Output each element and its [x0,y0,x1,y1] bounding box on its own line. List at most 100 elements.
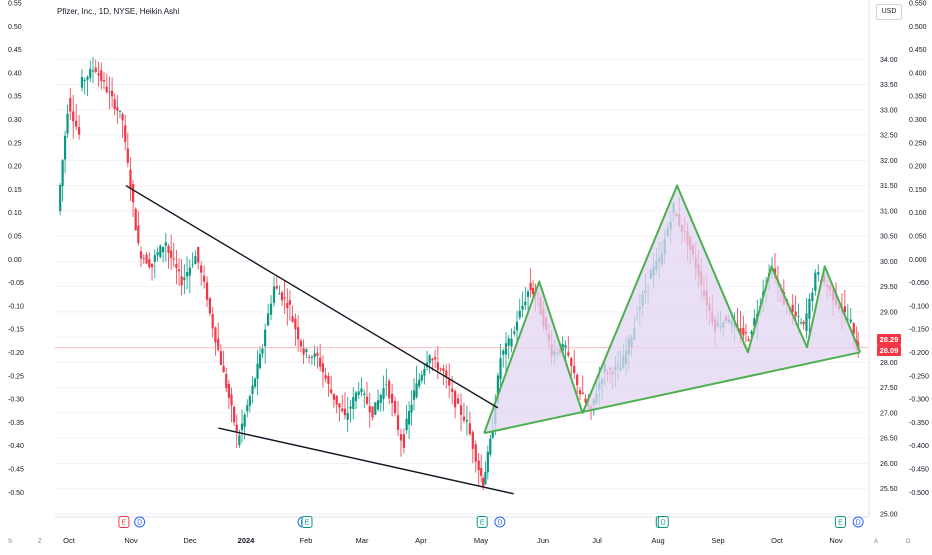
right-axis-tick: 29.50 [880,284,898,291]
x-axis-label: May [474,536,488,545]
corner-label-z[interactable]: Z [38,539,42,545]
candle-body [811,292,814,301]
candle-body [191,264,194,266]
candle-body [374,402,377,415]
candle-body [197,247,200,263]
left-axis-tick: 0.25 [8,140,22,147]
candle-body [116,107,119,111]
axes: 0.55 0.50 0.45 0.40 0.35 0.30 0.25 0.20 0.15 0.10… [8,0,929,545]
candle-body [739,328,742,335]
left-axis-tick: 0.00 [8,257,22,264]
candles [59,56,860,491]
candle-body [352,397,355,409]
candle-body [407,411,411,425]
candle-body [148,259,151,268]
pattern-base-line [483,351,861,435]
right-axis-tick: 30.00 [880,259,898,266]
far-right-axis-tick: -0.050 [909,280,929,287]
candle-body [817,271,820,275]
candle-body [83,80,86,82]
candle-body [153,255,156,262]
left-axis-tick: 0.20 [8,164,22,171]
candle-body [142,258,145,260]
far-right-axis-tick: 0.250 [909,140,927,147]
marker-letter: D [497,520,502,527]
candle-body [402,434,406,448]
candle-body [456,398,460,404]
right-axis-tick: 34.00 [880,57,898,64]
candle-body [507,338,510,346]
x-axis-label: Nov [829,536,843,545]
candle-body [324,375,327,379]
left-axis-tick: -0.15 [8,327,24,334]
candle-body [108,91,111,93]
candle-body [310,356,313,358]
candle-body [211,314,214,329]
candle-body [797,316,800,318]
candle-body [513,331,516,334]
currency-button[interactable]: USD [876,4,902,20]
candle-body [445,370,448,377]
far-right-axis-tick: -0.150 [909,327,929,334]
candle-body [159,245,162,258]
candle-body [230,394,233,406]
candle-body [573,365,576,374]
corner-label-a[interactable]: A [874,539,879,545]
left-axis-tick: 0.55 [8,1,22,8]
candle-body [175,263,178,268]
candle-body [121,114,124,121]
candle-body [581,392,584,395]
candle-body [578,390,582,395]
far-right-axis-tick: -0.450 [909,467,929,474]
candle-body [431,358,434,361]
candle-body [477,460,480,471]
candle-body [164,242,167,246]
candle-body [280,292,284,301]
candle-body [524,301,527,306]
candle-body [243,414,246,427]
candle-body [570,357,573,366]
candle-body [137,225,140,244]
candle-body [474,444,477,462]
candle-body [194,256,197,265]
far-right-axis-tick: 0.050 [909,234,927,241]
candle-body [799,322,803,324]
right-axis-tick: 26.00 [880,461,898,468]
candle-body [167,245,170,253]
x-axis-label: Jun [537,536,549,545]
candle-body [233,406,236,423]
left-axis-tick: 0.35 [8,94,22,101]
candle-body [183,277,186,281]
x-axis-label: Oct [771,536,784,545]
candle-body [399,434,403,441]
marker-letter: D [137,520,142,527]
corner-label-s[interactable]: S [8,539,13,545]
candle-body [368,406,371,413]
candle-body [330,389,333,394]
candle-body [203,275,206,282]
candle-body [302,348,305,355]
candle-body [491,431,494,438]
candle-body [382,388,385,400]
candle-body [113,99,116,110]
candle-body [742,328,745,336]
right-axis-tick: 32.00 [880,158,898,165]
earnings-marker [834,516,846,528]
candle-body [465,419,469,422]
candle-body [217,338,220,350]
corner-label-g[interactable]: G [906,539,911,545]
right-axis-tick: 31.50 [880,183,898,190]
candle-body [72,111,75,122]
far-right-axis-tick: -0.250 [909,373,929,380]
candle-body [459,405,463,415]
far-right-axis-tick: 0.400 [909,70,927,77]
far-right-axis-tick: -0.300 [909,397,929,404]
candle-body [94,67,97,72]
candle-body [134,208,137,231]
marker-letter: E [838,520,843,527]
candle-body [316,352,319,356]
candle-body [256,363,259,379]
chart-title: Pfizer, Inc., 1D, NYSE, Heikin Ashi [57,7,180,16]
